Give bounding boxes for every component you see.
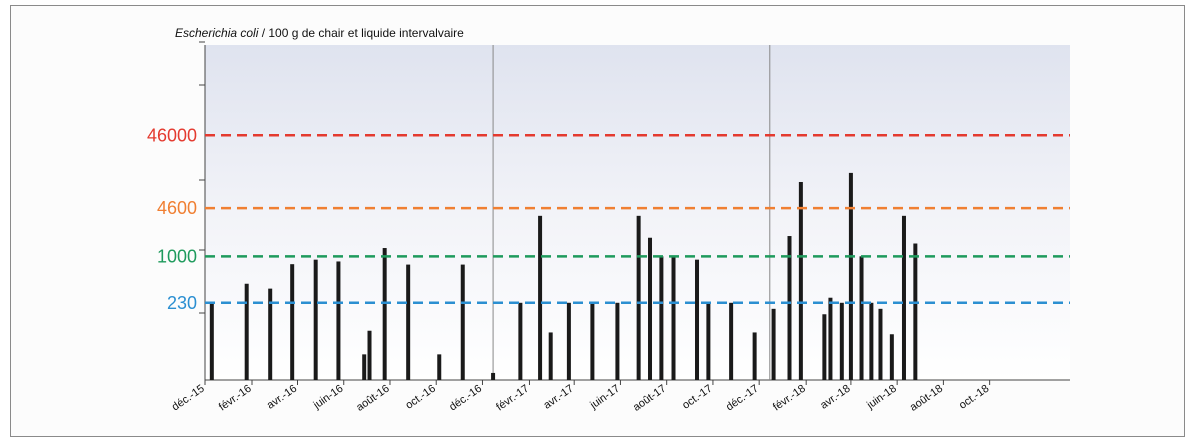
x-tick-label: déc.-15: [170, 383, 207, 414]
bar: [538, 215, 543, 380]
bar: [659, 256, 664, 380]
x-tick-label: avr.-16: [265, 383, 299, 412]
bar: [367, 330, 372, 380]
bar: [518, 302, 523, 380]
bar: [615, 302, 620, 380]
bar: [437, 354, 442, 380]
bar: [706, 302, 711, 380]
x-tick-label: févr.-17: [494, 383, 531, 414]
bar: [636, 215, 641, 380]
bar: [798, 181, 803, 380]
bar: [822, 314, 827, 380]
threshold-label: 4600: [157, 198, 197, 218]
bar: [889, 334, 894, 380]
bar: [313, 259, 318, 380]
bar: [839, 302, 844, 380]
bar: [695, 259, 700, 380]
x-tick-label: juin-17: [587, 383, 622, 412]
x-tick-label: août-18: [908, 383, 945, 414]
x-tick-label: avr.-17: [541, 383, 575, 412]
bar: [752, 332, 757, 380]
bar: [290, 264, 295, 380]
x-tick-label: août-16: [354, 383, 391, 414]
bar: [590, 302, 595, 380]
bar: [848, 172, 853, 380]
bar: [548, 332, 553, 380]
x-tick-label: déc.-16: [447, 383, 484, 414]
bar: [268, 288, 273, 380]
bar: [901, 215, 906, 380]
bar: [787, 236, 792, 380]
x-tick-label: févr.-16: [217, 383, 254, 414]
chart-title-species: Escherichia coli: [175, 26, 259, 40]
bar: [878, 308, 883, 380]
bar: [566, 302, 571, 380]
bar: [671, 256, 676, 380]
bar: [209, 302, 214, 380]
x-tick-label: avr.-18: [818, 383, 852, 412]
bar: [648, 237, 653, 380]
bar: [406, 264, 411, 380]
x-tick-label: févr.-18: [771, 383, 808, 414]
chart-title-unit: / 100 g de chair et liquide intervalvair…: [258, 26, 464, 40]
x-tick-label: juin-18: [864, 383, 899, 412]
x-tick-label: oct.-18: [957, 383, 991, 412]
x-tick-label: oct.-16: [404, 383, 438, 412]
x-tick-label: août-17: [631, 383, 668, 414]
threshold-label: 1000: [157, 246, 197, 266]
bar: [869, 302, 874, 380]
x-tick-label: oct.-17: [680, 383, 714, 412]
bar: [336, 261, 341, 380]
bar: [859, 256, 864, 380]
x-tick-label: juin-16: [311, 383, 346, 412]
bar: [828, 297, 833, 380]
chart-title: Escherichia coli / 100 g de chair et liq…: [175, 26, 464, 40]
bar: [382, 248, 387, 380]
bar: [771, 308, 776, 380]
x-tick-label: déc.-17: [724, 383, 761, 414]
bar: [913, 243, 918, 380]
bar: [362, 354, 367, 380]
threshold-label: 230: [167, 293, 197, 313]
threshold-label: 46000: [147, 125, 197, 145]
bar: [729, 302, 734, 380]
bar: [491, 372, 496, 380]
bar: [244, 283, 249, 380]
bar: [460, 264, 465, 380]
